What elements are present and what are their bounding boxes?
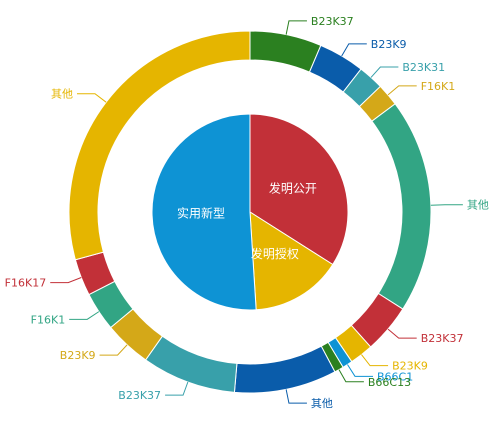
leader-line-other-14 (76, 93, 107, 103)
leader-line-f16k1-3 (387, 85, 417, 96)
outer-label-b23k9-6: B23K9 (392, 360, 428, 373)
inner-slice-1[interactable] (249, 211, 334, 311)
outer-label-b23k37-0: B23K37 (311, 15, 354, 28)
outer-label-f16k1-3: F16K1 (421, 80, 456, 93)
leader-line-f16k17-13 (50, 277, 82, 284)
leader-line-b66c13-8 (338, 369, 364, 383)
outer-label-b23k37-5: B23K37 (421, 332, 464, 345)
outer-label-other-4: 其他 (467, 199, 489, 212)
outer-label-f16k1-12: F16K1 (31, 313, 66, 326)
outer-label-b23k37-10: B23K37 (118, 389, 161, 402)
inner-label-1: 发明授权 (251, 246, 299, 261)
leader-line-b23k9-6 (361, 354, 389, 367)
inner-slice-2[interactable] (151, 113, 257, 311)
outer-label-b23k9-1: B23K9 (371, 38, 407, 51)
leader-line-b23k31-2 (370, 66, 399, 78)
leader-line-b23k37-5 (387, 328, 417, 339)
outer-label-b66c1-7: B66C1 (377, 370, 413, 383)
outer-slice-b23k37-0[interactable] (249, 30, 322, 73)
outer-label-f16k17-13: F16K17 (5, 277, 47, 290)
inner-pie (151, 113, 349, 311)
leader-line-f16k1-12 (69, 311, 100, 320)
leader-line-b23k9-1 (341, 43, 367, 57)
outer-slice-other-14[interactable] (68, 30, 251, 261)
outer-slice-other-4[interactable] (371, 103, 432, 310)
outer-label-b66c13-8: B66C13 (368, 376, 411, 389)
leader-line-b23k9-11 (99, 344, 128, 356)
outer-label-b23k31-2: B23K31 (402, 61, 445, 74)
leader-line-b23k37-0 (285, 20, 307, 35)
inner-label-2: 实用新型 (177, 206, 225, 221)
outer-ring (68, 30, 432, 394)
outer-labels: B23K37B23K9B23K31F16K1其他B23K37B23K9B66C1… (5, 15, 489, 410)
leader-line-other-9 (285, 389, 307, 404)
outer-label-b23k9-11: B23K9 (60, 349, 96, 362)
outer-label-other-9: 其他 (311, 397, 333, 410)
inner-label-0: 发明公开 (269, 180, 317, 195)
outer-label-other-14: 其他 (51, 88, 73, 101)
leader-line-b23k37-10 (165, 381, 189, 396)
leader-line-b66c1-7 (347, 364, 373, 377)
outer-slice-other-9[interactable] (233, 345, 336, 394)
leader-line-other-4 (430, 204, 463, 206)
outer-slice-b23k37-10[interactable] (144, 335, 238, 393)
inner-slice-0[interactable] (249, 113, 349, 266)
